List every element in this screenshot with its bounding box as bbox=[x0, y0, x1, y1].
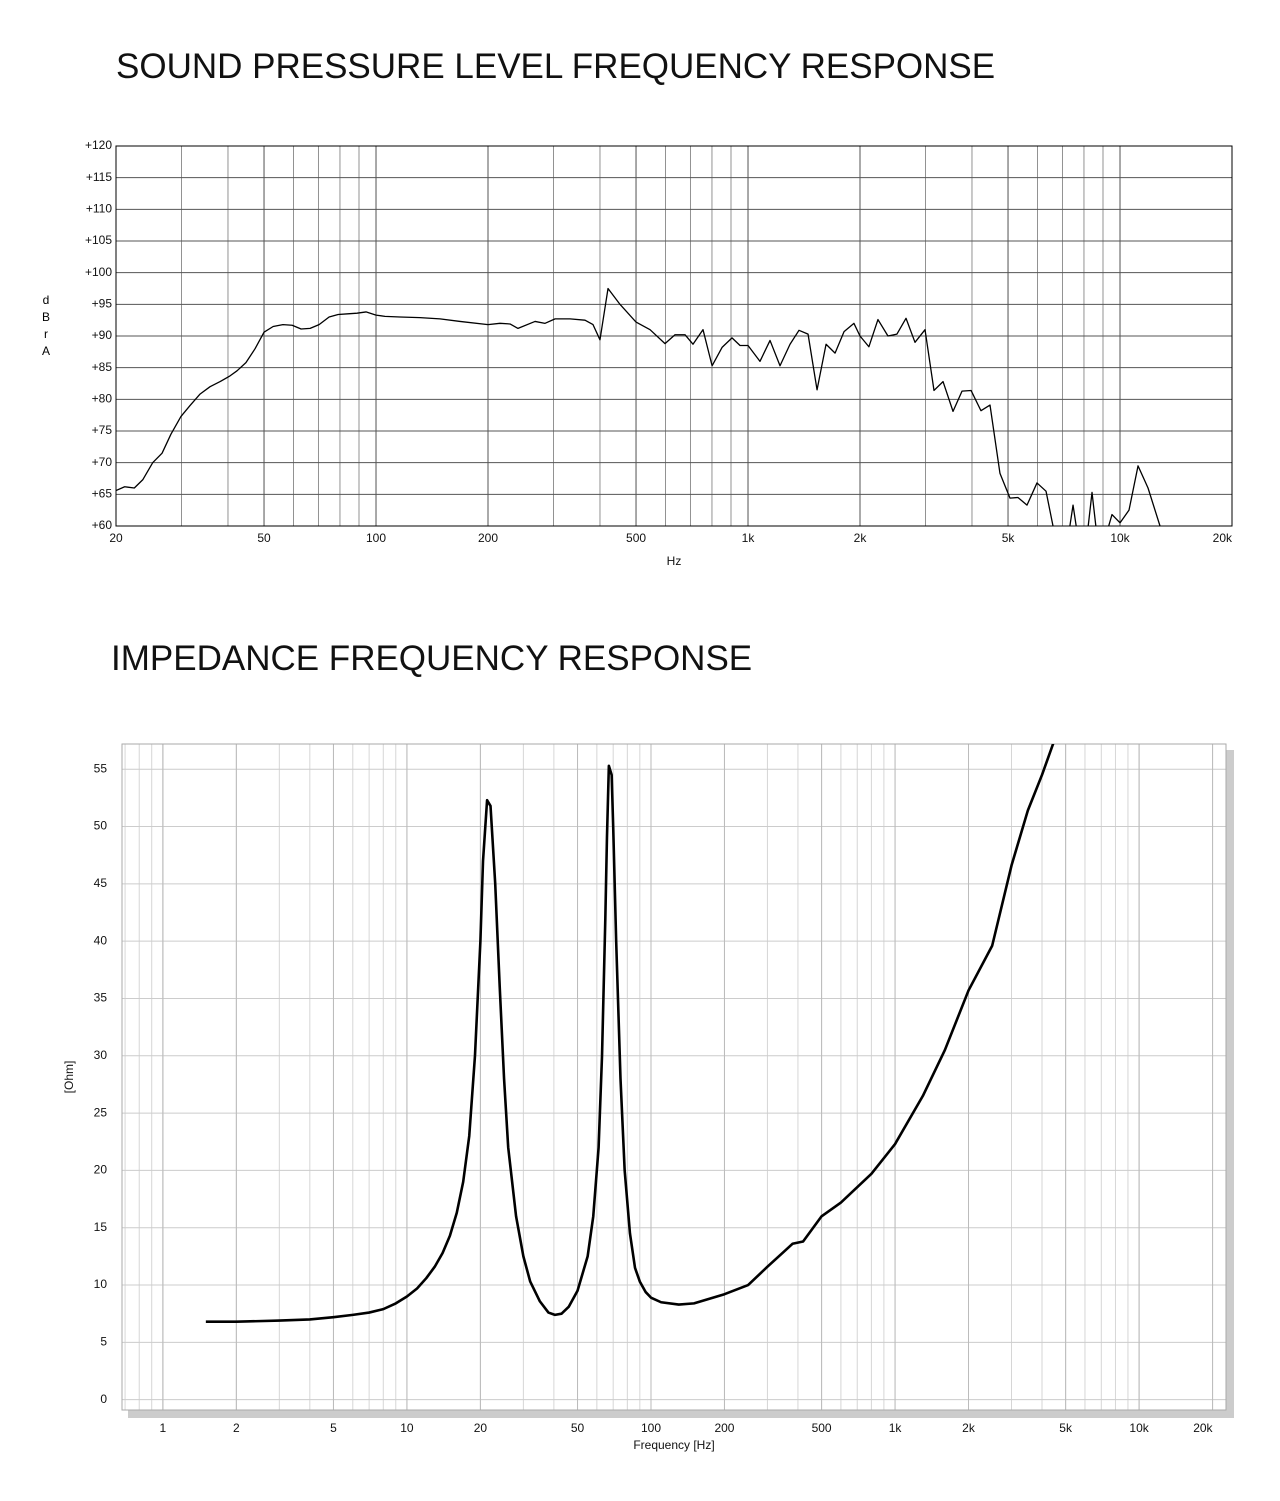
x-tick-label: 10 bbox=[400, 1421, 414, 1435]
x-tick-label: 20k bbox=[1193, 1421, 1213, 1435]
y-tick-label: +95 bbox=[92, 297, 113, 311]
y-tick-label: 45 bbox=[94, 876, 108, 890]
y-tick-label: 5 bbox=[100, 1335, 107, 1349]
y-tick-label: +60 bbox=[92, 518, 113, 532]
x-tick-label: 100 bbox=[366, 531, 386, 545]
y-tick-label: +75 bbox=[92, 423, 113, 437]
y-tick-label: 15 bbox=[94, 1220, 108, 1234]
y-tick-label: +110 bbox=[86, 202, 112, 216]
y-tick-label: 55 bbox=[94, 761, 108, 775]
y-tick-label: +80 bbox=[92, 392, 113, 406]
x-tick-label: 1k bbox=[742, 531, 756, 545]
x-tick-label: 10k bbox=[1129, 1421, 1149, 1435]
plot-area bbox=[122, 744, 1226, 1410]
y-tick-label: 40 bbox=[94, 933, 108, 947]
y-tick-label: +120 bbox=[85, 138, 112, 152]
x-tick-label: 200 bbox=[714, 1421, 734, 1435]
y-axis-label: [Ohm] bbox=[62, 1061, 76, 1094]
y-tick-label: +105 bbox=[85, 233, 112, 247]
x-axis-label: Hz bbox=[667, 554, 682, 568]
x-tick-label: 20 bbox=[474, 1421, 488, 1435]
y-tick-label: +85 bbox=[92, 360, 113, 374]
x-tick-label: 500 bbox=[626, 531, 646, 545]
x-tick-label: 2 bbox=[233, 1421, 240, 1435]
x-tick-label: 2k bbox=[854, 531, 868, 545]
x-tick-label: 50 bbox=[571, 1421, 585, 1435]
y-tick-label: 30 bbox=[94, 1048, 108, 1062]
x-tick-label: 200 bbox=[478, 531, 498, 545]
x-tick-label: 5 bbox=[330, 1421, 337, 1435]
frame-shadow bbox=[128, 1410, 1234, 1418]
x-tick-label: 10k bbox=[1110, 531, 1130, 545]
y-axis-label: dBrA bbox=[41, 293, 50, 358]
y-tick-label: +115 bbox=[86, 170, 112, 184]
chart-title: IMPEDANCE FREQUENCY RESPONSE bbox=[111, 639, 752, 678]
x-tick-label: 20k bbox=[1213, 531, 1233, 545]
x-tick-label: 20 bbox=[109, 531, 123, 545]
y-tick-label: 50 bbox=[94, 819, 108, 833]
x-tick-label: 100 bbox=[641, 1421, 661, 1435]
data-line bbox=[205, 744, 1055, 1324]
x-tick-label: 5k bbox=[1002, 531, 1016, 545]
x-tick-label: 1k bbox=[889, 1421, 903, 1435]
y-tick-label: +90 bbox=[92, 328, 113, 342]
data-line bbox=[116, 287, 1161, 526]
plot-frame bbox=[121, 743, 1227, 1411]
y-tick-label: 25 bbox=[94, 1105, 108, 1119]
y-tick-label: 20 bbox=[94, 1163, 108, 1177]
x-tick-label: 2k bbox=[962, 1421, 976, 1435]
x-tick-label: 1 bbox=[160, 1421, 167, 1435]
x-tick-label: 50 bbox=[257, 531, 271, 545]
chart-title: SOUND PRESSURE LEVEL FREQUENCY RESPONSE bbox=[116, 47, 995, 86]
y-tick-label: +65 bbox=[92, 487, 113, 501]
y-tick-label: 0 bbox=[100, 1392, 107, 1406]
frame-shadow bbox=[1226, 750, 1234, 1418]
plot-frame bbox=[115, 145, 1233, 527]
x-tick-label: 5k bbox=[1059, 1421, 1073, 1435]
y-tick-label: 10 bbox=[94, 1277, 108, 1291]
x-axis-label: Frequency [Hz] bbox=[633, 1438, 714, 1452]
y-tick-label: +70 bbox=[92, 455, 113, 469]
x-tick-label: 500 bbox=[812, 1421, 832, 1435]
y-tick-label: +100 bbox=[85, 265, 112, 279]
y-tick-label: 35 bbox=[94, 991, 108, 1005]
